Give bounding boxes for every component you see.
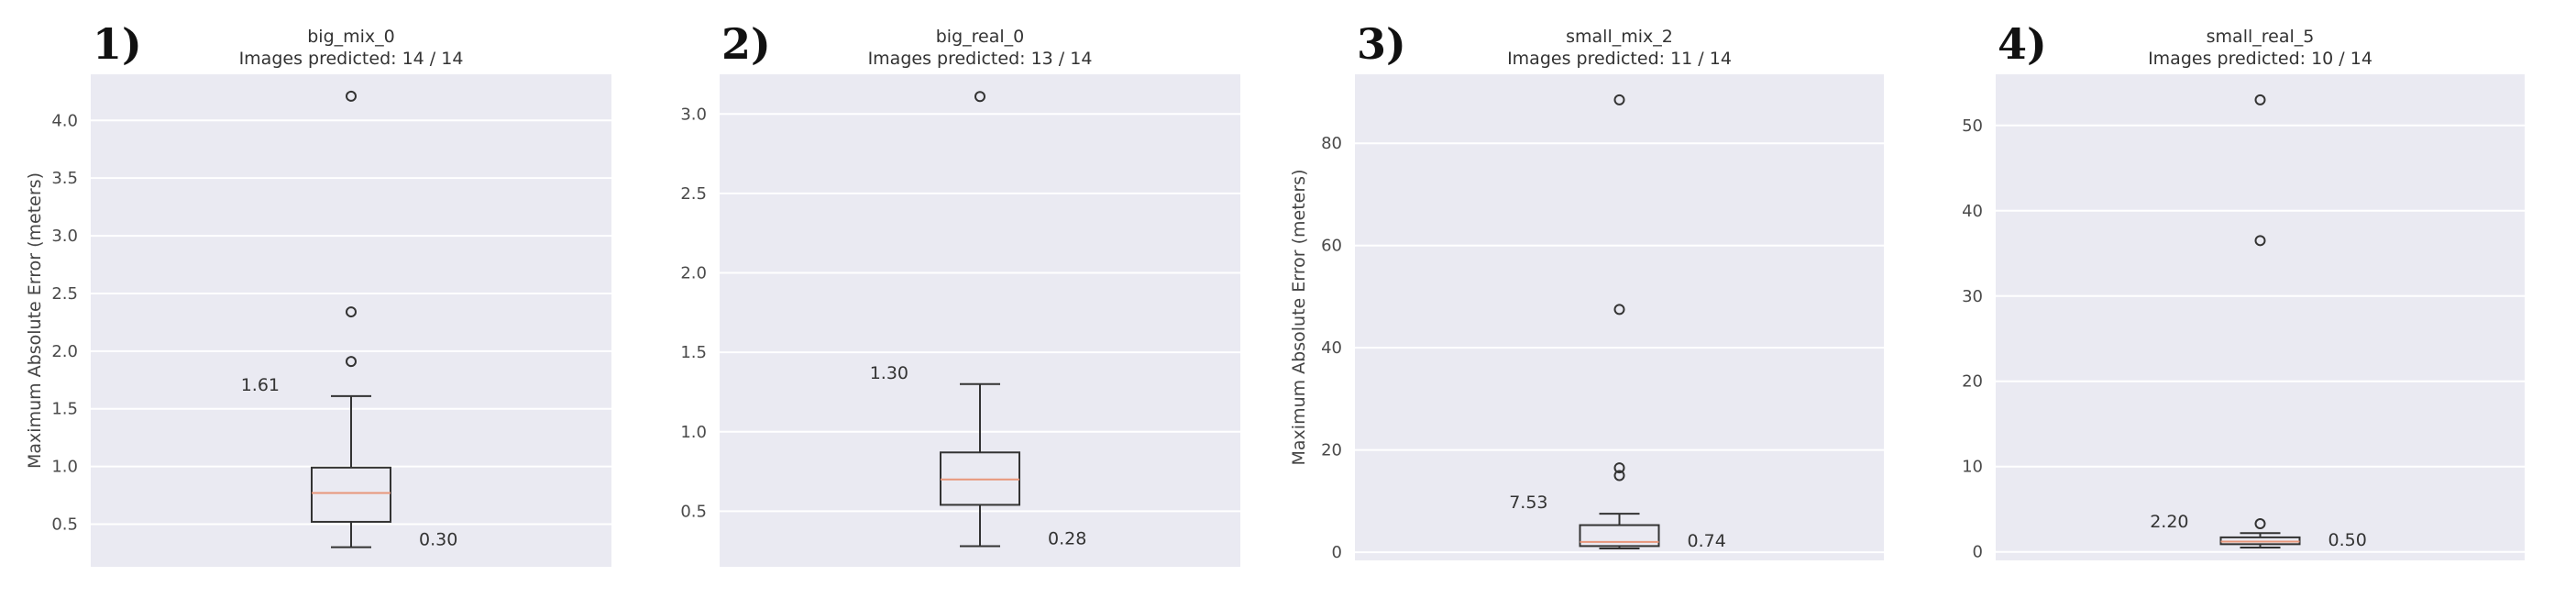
outlier-point <box>346 306 357 318</box>
y-tick-label: 40 <box>1321 338 1342 358</box>
y-tick-label: 1.5 <box>680 343 707 362</box>
upper-whisker-label: 2.20 <box>2150 512 2188 532</box>
y-tick-label: 60 <box>1321 237 1342 256</box>
y-tick-label: 0 <box>1332 543 1342 562</box>
outlier-point <box>974 91 985 103</box>
y-tick-label: 1.0 <box>51 458 78 477</box>
y-axis-label: Maximum Absolute Error (meters) <box>1289 170 1309 466</box>
y-tick-label: 0 <box>1973 543 1983 562</box>
plot-area <box>1355 74 1884 560</box>
y-axis-label: Maximum Absolute Error (meters) <box>25 172 45 469</box>
y-tick-label: 10 <box>1962 458 1983 477</box>
chart-title: small_mix_2 <box>1566 27 1673 47</box>
lower-whisker-label: 0.50 <box>2328 530 2367 550</box>
upper-whisker-label: 7.53 <box>1509 493 1547 513</box>
lower-whisker-label: 0.74 <box>1688 531 1726 551</box>
outlier-point <box>1613 94 1625 105</box>
outlier-point <box>346 90 357 102</box>
y-tick-label: 4.0 <box>51 111 78 130</box>
y-tick-label: 2.0 <box>680 264 707 283</box>
y-tick-label: 20 <box>1962 372 1983 392</box>
lower-whisker-label: 0.30 <box>419 530 457 550</box>
outlier-point <box>1613 304 1625 316</box>
chart-subtitle: Images predicted: 10 / 14 <box>2148 49 2372 69</box>
y-tick-label: 1.0 <box>680 423 707 442</box>
y-tick-label: 2.5 <box>51 284 78 304</box>
outlier-point <box>1613 462 1625 474</box>
plot-area <box>91 74 611 567</box>
y-tick-label: 3.0 <box>51 227 78 246</box>
chart-title: small_real_5 <box>2207 27 2315 47</box>
y-tick-label: 20 <box>1321 441 1342 460</box>
plot-area <box>720 74 1240 567</box>
chart-title: big_mix_0 <box>307 27 395 47</box>
y-tick-label: 0.5 <box>680 502 707 521</box>
panel-label: 1) <box>93 19 142 69</box>
box-iqr <box>1579 524 1660 548</box>
chart-subtitle: Images predicted: 14 / 14 <box>239 49 464 69</box>
plot-area <box>1996 74 2525 560</box>
y-tick-label: 1.5 <box>51 400 78 419</box>
y-tick-label: 40 <box>1962 202 1983 221</box>
box-iqr <box>311 466 391 523</box>
upper-whisker-label: 1.61 <box>241 375 280 395</box>
panel-label: 3) <box>1357 19 1406 69</box>
panel-label: 2) <box>721 19 771 69</box>
upper-whisker-label: 1.30 <box>870 363 908 383</box>
y-tick-label: 80 <box>1321 134 1342 153</box>
y-tick-label: 0.5 <box>51 515 78 534</box>
outlier-point <box>2254 94 2266 105</box>
panel-1: 0.5 1.0 1.5 2.0 2.5 3.0 3.5 4.0 big_mix_0Images … <box>25 19 611 567</box>
y-tick-label: 30 <box>1962 287 1983 306</box>
outlier-point <box>346 356 357 368</box>
outlier-point <box>2254 235 2266 247</box>
y-tick-label: 3.0 <box>680 105 707 124</box>
y-tick-label: 2.5 <box>680 184 707 204</box>
lower-whisker-label: 0.28 <box>1048 528 1086 548</box>
outlier-point <box>1613 470 1625 482</box>
chart-title: big_real_0 <box>936 27 1025 47</box>
y-tick-label: 3.5 <box>51 169 78 188</box>
outlier-point <box>2254 518 2266 530</box>
y-tick-label: 2.0 <box>51 342 78 361</box>
chart-subtitle: Images predicted: 11 / 14 <box>1507 49 1732 69</box>
chart-subtitle: Images predicted: 13 / 14 <box>868 49 1093 69</box>
panel-label: 4) <box>1998 19 2047 69</box>
y-tick-label: 50 <box>1962 116 1983 136</box>
